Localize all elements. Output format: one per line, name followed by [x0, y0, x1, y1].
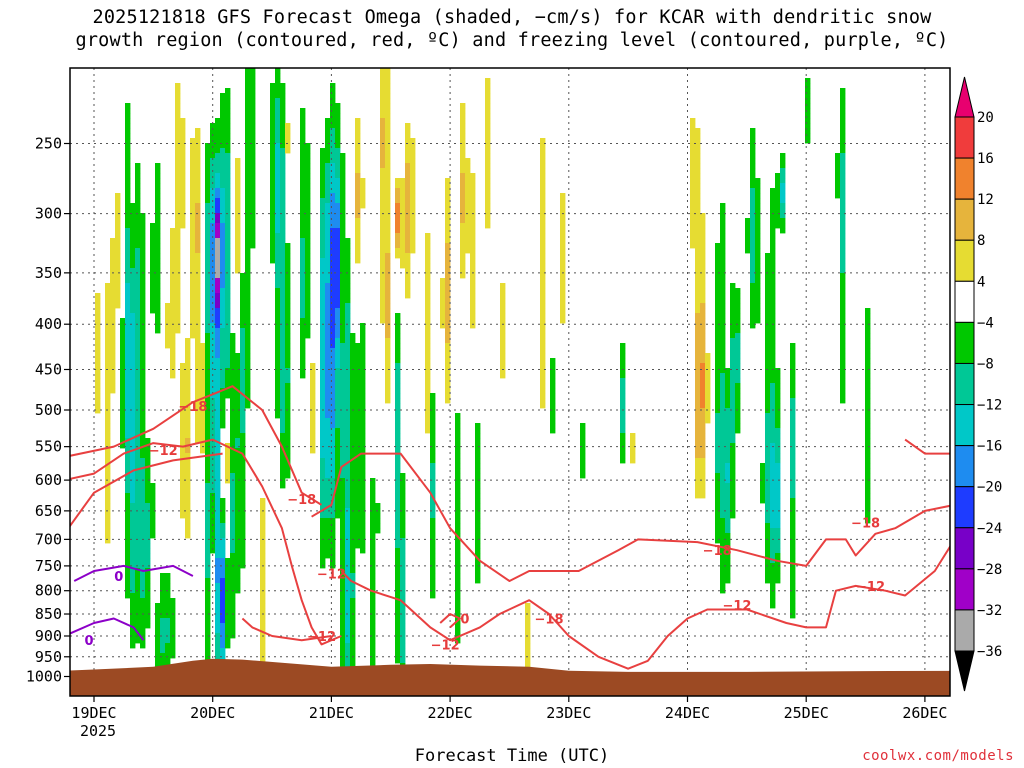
x-tick-label: 20DEC: [190, 704, 235, 722]
colorbar-label: −20: [977, 480, 1002, 496]
y-tick-label: 300: [35, 205, 62, 223]
colorbar-label: 4: [977, 274, 985, 290]
y-tick-label: 400: [35, 315, 62, 333]
colorbar-segment: [954, 116, 975, 159]
colorbar-segment: [954, 362, 975, 406]
x-tick-label: 25DEC: [784, 704, 829, 722]
colorbar-segment: [954, 198, 975, 241]
colorbar-top-arrow: [954, 76, 975, 118]
chart-title: 2025121818 GFS Forecast Omega (shaded, −…: [0, 6, 1024, 52]
colorbar-segment: [954, 527, 975, 570]
y-tick-label: 450: [35, 360, 62, 378]
x-axis-title: Forecast Time (UTC): [414, 746, 610, 766]
contour-label: −12: [317, 568, 346, 583]
colorbar-segment: [954, 609, 975, 652]
credit-link[interactable]: coolwx.com/models: [862, 748, 1014, 764]
y-tick-label: 600: [35, 471, 62, 489]
contour-label: −12: [722, 599, 751, 614]
y-tick-label: 750: [35, 557, 62, 575]
colorbar-segment: [954, 445, 975, 488]
y-tick-label: 350: [35, 264, 62, 282]
colorbar-segment: [954, 404, 975, 447]
colorbar-label: −16: [977, 439, 1002, 455]
x-tick-label: 22DEC: [428, 704, 473, 722]
colorbar-segment: [954, 568, 975, 611]
y-tick-label: 1000: [26, 668, 62, 686]
colorbar-label: −32: [977, 603, 1002, 619]
y-axis: 250 300 350 400 450 500 550 600 650 700 750 800 850 9…: [26, 135, 70, 686]
colorbar-bottom-arrow: [954, 650, 975, 692]
contour-label: −18: [287, 493, 316, 508]
colorbar-segment: [954, 321, 975, 364]
colorbar-label: −36: [977, 644, 1002, 660]
colorbar-label: 16: [977, 151, 994, 167]
chart-title-line-1: 2025121818 GFS Forecast Omega (shaded, −…: [92, 7, 932, 28]
y-tick-label: 850: [35, 605, 62, 623]
colorbar-segment: [954, 157, 975, 200]
y-tick-label: 550: [35, 438, 62, 456]
x-tick-label: 23DEC: [546, 704, 591, 722]
contour-label: −18: [851, 517, 880, 532]
y-tick-label: 250: [35, 135, 62, 153]
grid-lines: [70, 68, 950, 696]
y-tick-label: 950: [35, 648, 62, 666]
contour-label: −12: [149, 444, 178, 459]
y-tick-label: 800: [35, 582, 62, 600]
y-tick-label: 650: [35, 502, 62, 520]
plot-frame: [69, 67, 951, 697]
contour-label: −12: [856, 580, 885, 595]
colorbar-label: −4: [977, 315, 994, 331]
x-tick-label: 19DEC: [71, 704, 116, 722]
x-tick-label: 21DEC: [309, 704, 354, 722]
contour-label: −18: [535, 613, 564, 628]
y-tick-label: 700: [35, 530, 62, 548]
y-tick-label: 900: [35, 627, 62, 645]
x-tick-label: 24DEC: [665, 704, 710, 722]
x-axis: 19DEC 20DEC 21DEC 22DEC 23DEC 24DEC 25DEC 26DEC…: [71, 696, 947, 740]
colorbar-label: 8: [977, 233, 985, 249]
x-tick-label: 26DEC: [902, 704, 947, 722]
contour-label: 0: [85, 634, 94, 649]
colorbar-segment: [954, 239, 975, 282]
x-year-label: 2025: [80, 722, 116, 740]
colorbar-label: −28: [977, 562, 1002, 578]
y-tick-label: 500: [35, 401, 62, 419]
colorbar-label: −8: [977, 356, 994, 372]
colorbar-label: −12: [977, 398, 1002, 414]
colorbar-segment: [954, 280, 975, 323]
contour-label: 0: [460, 613, 469, 628]
contour-label: −12: [307, 630, 336, 645]
contour-label: −18: [703, 544, 732, 559]
colorbar-label: 12: [977, 192, 994, 208]
colorbar-label: 20: [977, 110, 994, 126]
terrain-ground: [70, 658, 950, 696]
chart-title-line-2: growth region (contoured, red, ºC) and f…: [75, 30, 949, 51]
colorbar-label: −24: [977, 521, 1002, 537]
temperature-contours: [70, 385, 950, 670]
contour-label: 0: [114, 570, 123, 585]
contour-label: −12: [431, 638, 460, 653]
colorbar: 20 16 12 8 4 −4 −8 −12 −16 −20 −24 −28 −32 −36: [954, 76, 1002, 692]
omega-shading: [95, 68, 871, 696]
colorbar-segment: [954, 486, 975, 529]
contour-label: −18: [178, 400, 207, 415]
